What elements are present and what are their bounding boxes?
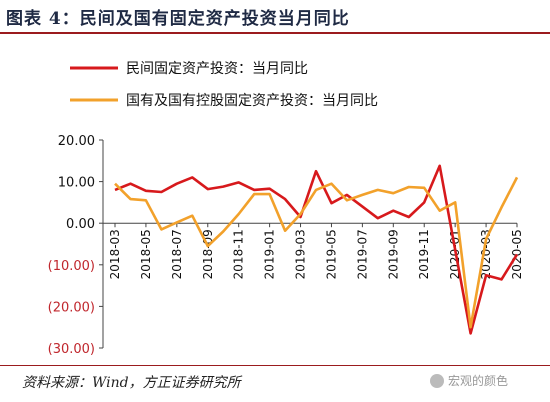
y-tick-label: 10.00 <box>58 176 95 191</box>
x-tick-label: 2018-03 <box>108 229 122 279</box>
x-tick-label: 2018-11 <box>232 229 246 279</box>
series-lines <box>114 164 519 335</box>
legend-label-2: 国有及国有控股固定资产投资：当月同比 <box>126 93 378 109</box>
bottom-rule <box>0 365 550 366</box>
title-rule <box>0 32 550 34</box>
legend-label-1: 民间固定资产投资：当月同比 <box>126 61 308 77</box>
x-tick-label: 2019-03 <box>294 229 308 279</box>
watermark-text: 宏观的颜色 <box>448 374 509 388</box>
x-tick-label: 2020-05 <box>510 229 524 279</box>
y-tick-label: (10.00) <box>48 259 95 274</box>
series-line-2 <box>114 176 519 329</box>
figure-title: 图表 4：民间及国有固定资产投资当月同比 <box>6 9 350 29</box>
x-tick-label: 2020-03 <box>479 229 493 279</box>
wechat-icon <box>430 373 444 388</box>
x-tick-label: 2019-01 <box>263 229 277 279</box>
source-note: 资料来源：Wind，方正证券研究所 <box>22 375 241 391</box>
x-tick-label: 2019-11 <box>417 229 431 279</box>
series-line-1 <box>114 164 519 335</box>
y-tick-label: 0.00 <box>66 217 95 232</box>
x-tick-label: 2018-05 <box>139 229 153 279</box>
y-tick-label: 20.00 <box>58 134 95 149</box>
y-tick-label: (20.00) <box>48 300 95 315</box>
x-tick-label: 2019-09 <box>386 229 400 279</box>
watermark: 宏观的颜色 <box>430 372 508 389</box>
y-tick-label: (30.00) <box>48 342 95 357</box>
x-tick-label: 2019-07 <box>355 229 369 279</box>
x-tick-label: 2018-07 <box>170 229 184 279</box>
y-axis: 20.00 10.00 0.00 (10.00) (20.00) (30.00) <box>48 134 104 357</box>
x-tick-label: 2019-05 <box>324 229 338 279</box>
